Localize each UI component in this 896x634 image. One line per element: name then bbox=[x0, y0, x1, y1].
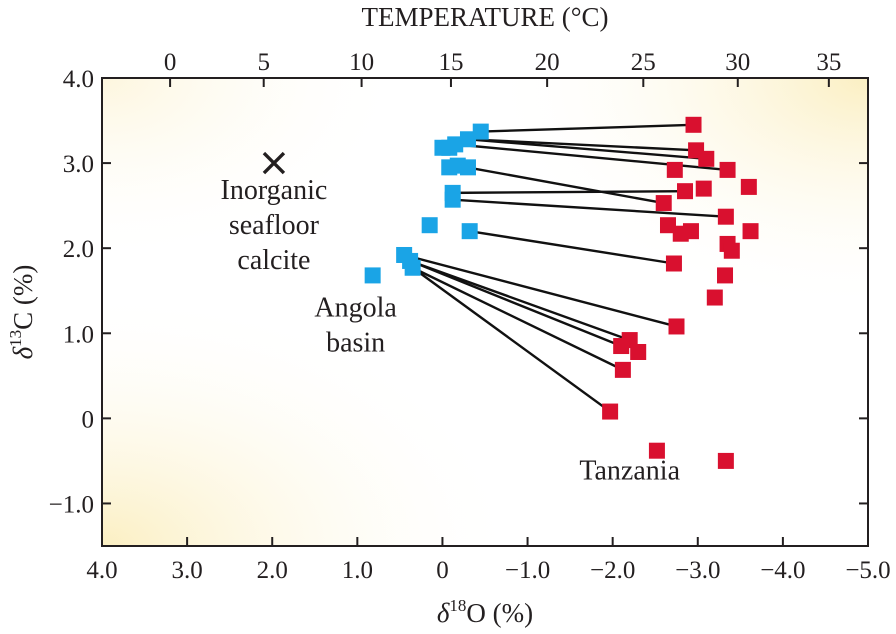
x-marker bbox=[262, 151, 286, 175]
angola-point-7 bbox=[441, 159, 458, 176]
tanzania-point-23 bbox=[614, 361, 631, 378]
tanzania-point-24 bbox=[602, 403, 619, 420]
tanzania-point-18 bbox=[706, 289, 723, 306]
y-tick-label-4: 0 bbox=[82, 406, 95, 433]
tanzania-point-6 bbox=[695, 180, 712, 197]
top-tick-label-7: 35 bbox=[816, 49, 841, 76]
x-axis-title-sup: 18 bbox=[449, 596, 466, 615]
tanzania-point-0 bbox=[685, 116, 702, 133]
link-line-10 bbox=[409, 259, 622, 348]
link-line-0 bbox=[480, 123, 694, 133]
tanzania-point-26 bbox=[717, 452, 734, 469]
glow-top-left bbox=[102, 78, 868, 546]
tanzania-point-7 bbox=[740, 178, 757, 195]
y-tick-label-5: −1.0 bbox=[49, 491, 94, 518]
angola-point-11 bbox=[461, 223, 478, 240]
top-tick-label-5: 25 bbox=[631, 49, 656, 76]
top-tick-label-4: 20 bbox=[535, 49, 560, 76]
x-tick-label-7: −3.0 bbox=[675, 557, 720, 584]
tanzania-point-12 bbox=[682, 223, 699, 240]
y-tick-label-1: 3.0 bbox=[63, 151, 94, 178]
tanzania-point-21 bbox=[613, 338, 630, 355]
top-tick-label-3: 15 bbox=[438, 49, 463, 76]
tanzania-point-3 bbox=[666, 161, 683, 178]
tanzania-point-13 bbox=[742, 223, 759, 240]
angola-point-15 bbox=[364, 267, 381, 284]
annotation-inorganic: Inorganic seafloor calcite bbox=[221, 175, 328, 276]
tanzania-point-25 bbox=[648, 442, 665, 459]
link-line-7 bbox=[469, 229, 675, 265]
angola-point-9 bbox=[444, 191, 461, 208]
x-tick-label-0: 4.0 bbox=[86, 557, 117, 584]
tanzania-point-16 bbox=[665, 255, 682, 272]
y-axis-title-suffix: C (%) bbox=[8, 265, 38, 330]
tanzania-point-15 bbox=[723, 242, 740, 259]
link-line-8 bbox=[403, 253, 677, 328]
x-tick-label-2: 2.0 bbox=[257, 557, 288, 584]
y-tick-label-2: 2.0 bbox=[63, 236, 94, 263]
link-line-11 bbox=[412, 266, 624, 371]
x-tick-label-4: 0 bbox=[436, 557, 449, 584]
x-axis-title-suffix: O (%) bbox=[466, 598, 533, 628]
tanzania-point-22 bbox=[630, 343, 647, 360]
y-tick-label-0: 4.0 bbox=[63, 66, 94, 93]
x-tick-label-3: 1.0 bbox=[342, 557, 373, 584]
x-tick-label-1: 3.0 bbox=[171, 557, 202, 584]
annotation-inorganic-line-1: seafloor bbox=[229, 210, 320, 241]
plot-frame bbox=[101, 77, 869, 547]
tanzania-point-4 bbox=[719, 161, 736, 178]
y-axis-title: δ13C (%) bbox=[6, 265, 38, 360]
annotation-tanzania: Tanzania bbox=[579, 456, 680, 487]
annotation-angola-line-1: basin bbox=[326, 327, 385, 358]
tanzania-point-9 bbox=[717, 208, 734, 225]
angola-point-10 bbox=[421, 217, 438, 234]
top-tick-label-1: 5 bbox=[257, 49, 270, 76]
x-axis-title-prefix: δ bbox=[437, 598, 450, 628]
tanzania-point-5 bbox=[677, 183, 694, 200]
y-axis-title-prefix: δ bbox=[8, 346, 38, 359]
data-points bbox=[364, 116, 759, 469]
y-axis-title-sup: 13 bbox=[6, 330, 25, 347]
angola-point-14 bbox=[404, 259, 421, 276]
plot-border bbox=[101, 77, 869, 547]
top-tick-label-0: 0 bbox=[164, 49, 177, 76]
x-tick-label-5: −1.0 bbox=[505, 557, 550, 584]
link-line-3 bbox=[467, 138, 707, 161]
angola-point-0 bbox=[472, 123, 489, 140]
tanzania-point-17 bbox=[717, 267, 734, 284]
x-tick-label-8: −4.0 bbox=[760, 557, 805, 584]
link-line-6 bbox=[452, 198, 726, 218]
x-tick-label-9: −5.0 bbox=[845, 557, 890, 584]
annotation-tanzania-line-0: Tanzania bbox=[579, 456, 680, 487]
tanzania-point-10 bbox=[659, 217, 676, 234]
annotation-inorganic-line-2: calcite bbox=[237, 245, 310, 276]
x-axis-title: δ18O (%) bbox=[437, 596, 533, 628]
angola-point-4 bbox=[434, 139, 451, 156]
connecting-lines bbox=[403, 123, 728, 413]
link-line-4 bbox=[457, 164, 664, 205]
annotation-angola: Angola basin bbox=[314, 292, 397, 358]
link-line-1 bbox=[467, 138, 697, 152]
link-line-12 bbox=[411, 266, 611, 413]
top-axis-title: TEMPERATURE (°C) bbox=[361, 2, 608, 32]
plot-background bbox=[102, 78, 868, 546]
annotation-inorganic-line-0: Inorganic bbox=[221, 175, 328, 206]
tanzania-point-8 bbox=[655, 195, 672, 212]
x-tick-label-6: −2.0 bbox=[590, 557, 635, 584]
top-tick-label-6: 30 bbox=[725, 49, 750, 76]
y-tick-label-3: 1.0 bbox=[63, 321, 94, 348]
axes: 4.0 3.0 2.0 1.0 0 −1.0 −2.0 −3.0 −4.0 −5.0 4.0 3.0 2… bbox=[6, 2, 891, 628]
angola-point-1 bbox=[459, 131, 476, 148]
link-line-5 bbox=[452, 189, 686, 195]
top-tick-label-2: 10 bbox=[349, 49, 374, 76]
annotation-angola-line-0: Angola bbox=[314, 292, 397, 323]
tanzania-point-19 bbox=[668, 318, 685, 335]
link-line-9 bbox=[409, 259, 631, 342]
tanzania-point-2 bbox=[698, 150, 715, 167]
